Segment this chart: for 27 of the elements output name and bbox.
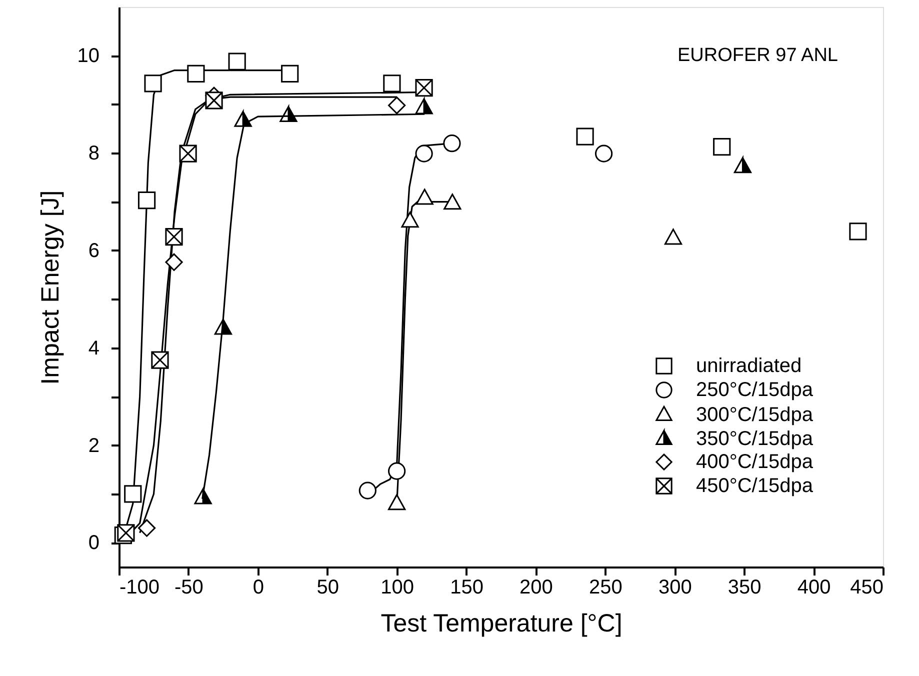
y-axis-title: Impact Energy [J] <box>36 190 64 385</box>
x-axis-title: Test Temperature [°C] <box>380 610 622 638</box>
legend-label: 450°C/15dpa <box>696 475 814 497</box>
y-tick-label: 6 <box>88 240 100 262</box>
y-tick-label: 8 <box>88 142 100 165</box>
x-tick-label: 200 <box>520 576 553 598</box>
y-tick-label: 2 <box>88 434 100 457</box>
legend-label: 350°C/15dpa <box>696 428 814 450</box>
x-tick-label: -50 <box>174 576 204 598</box>
x-tick-label: 150 <box>450 576 484 598</box>
x-tick-label: 50 <box>316 576 339 598</box>
x-tick-label: 250 <box>588 576 622 598</box>
x-tick-label: 0 <box>252 576 264 598</box>
x-tick-label: 100 <box>380 576 414 598</box>
legend-label: 250°C/15dpa <box>696 379 814 401</box>
legend-label: unirradiated <box>696 355 802 377</box>
y-tick-label: 10 <box>77 45 100 68</box>
legend-label: 400°C/15dpa <box>696 451 814 473</box>
x-tick-label: 350 <box>728 576 762 598</box>
x-tick-label: 300 <box>658 576 692 598</box>
x-tick-label: 450 <box>850 576 884 598</box>
x-tick-label: -100 <box>120 576 160 598</box>
y-tick-label: 4 <box>88 337 100 360</box>
annotation: EUROFER 97 ANL <box>678 45 838 66</box>
y-tick-label: 0 <box>88 532 100 554</box>
legend-label: 300°C/15dpa <box>696 404 814 426</box>
x-tick-label: 400 <box>797 576 831 598</box>
